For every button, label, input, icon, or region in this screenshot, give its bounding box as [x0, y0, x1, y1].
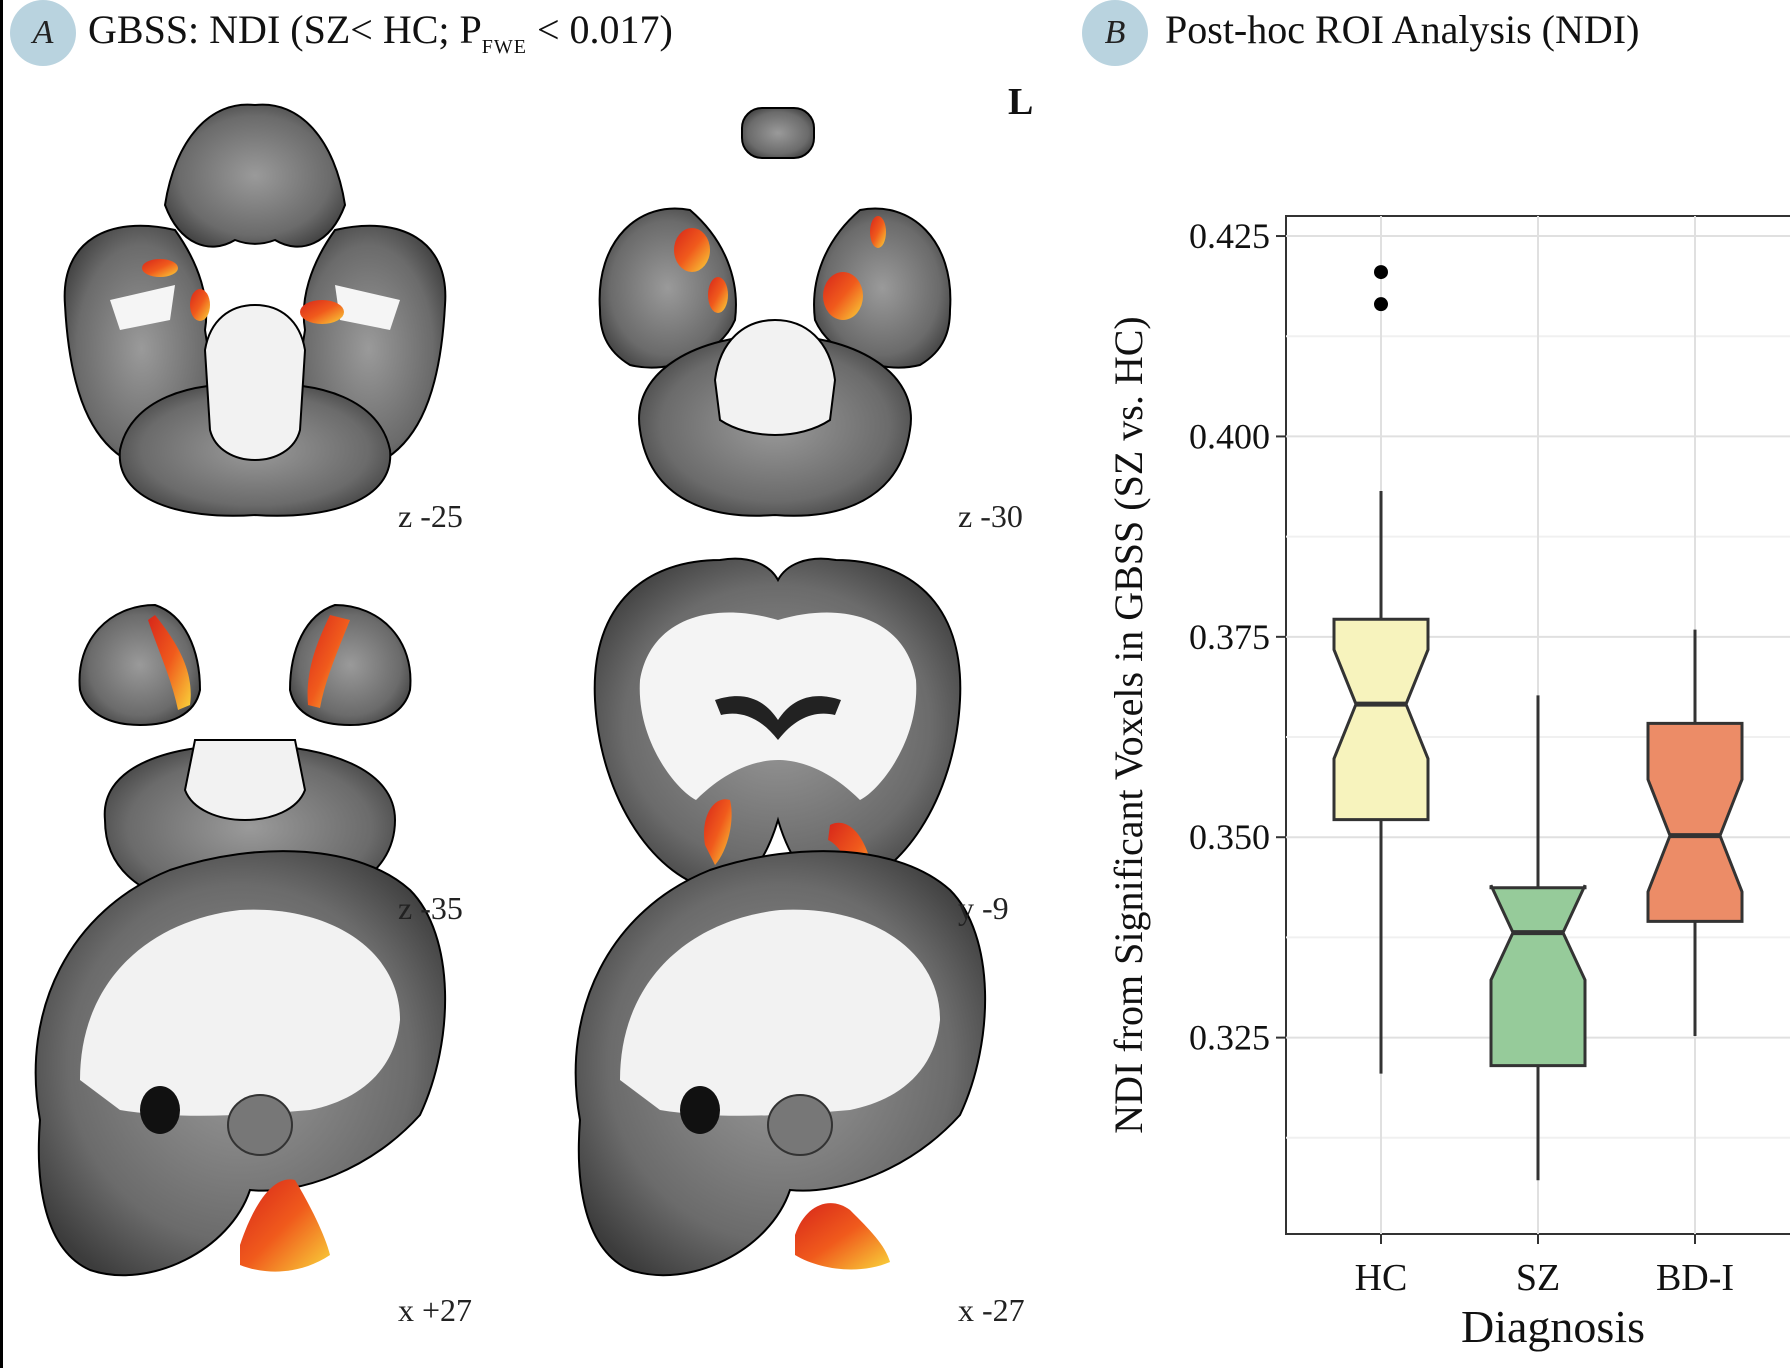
left-hemisphere-marker: L	[1008, 81, 1034, 123]
y-tick-label: 0.400	[1189, 416, 1270, 456]
figure-left-border	[0, 0, 3, 1368]
outlier-point	[1374, 265, 1388, 280]
slice-label-2: z -30	[958, 498, 1023, 534]
y-tick-label: 0.375	[1189, 617, 1270, 657]
axial-slice-z-25	[63, 103, 447, 517]
axial-slice-z-30	[598, 107, 952, 517]
box-bd-i	[1646, 629, 1744, 1037]
slice-label-6: x -27	[958, 1292, 1025, 1328]
outlier-point	[1374, 297, 1388, 312]
y-tick-label: 0.425	[1189, 216, 1270, 256]
slice-label-3: z -35	[398, 890, 463, 926]
slice-label-1: z -25	[398, 498, 463, 534]
panel-a-badge: A	[10, 0, 76, 66]
x-tick-label: SZ	[1516, 1257, 1560, 1299]
box-body	[1489, 884, 1587, 1068]
panel-a-title: GBSS: NDI (SZ< HC; PFWE < 0.017)	[88, 7, 673, 58]
y-tick-label: 0.350	[1189, 817, 1270, 857]
panel-b-badge: B	[1082, 0, 1148, 66]
x-axis: HC SZ BD-I	[1355, 1234, 1734, 1299]
box-body	[1332, 617, 1430, 822]
sagittal-slice-x-27-right	[34, 850, 447, 1277]
x-tick-label: HC	[1355, 1257, 1408, 1299]
box-body	[1646, 721, 1744, 923]
slice-label-5: x +27	[398, 1292, 473, 1328]
box-sz	[1489, 695, 1587, 1181]
sagittal-slice-x-27-left	[574, 850, 987, 1277]
box-hc	[1332, 265, 1430, 1074]
x-tick-label: BD-I	[1656, 1257, 1734, 1299]
panel-b-title: Post-hoc ROI Analysis (NDI)	[1165, 7, 1640, 52]
x-axis-label: Diagnosis	[1461, 1301, 1645, 1352]
coronal-slice-y-9	[593, 557, 962, 892]
brain-slices	[34, 103, 987, 1277]
y-axis-label: NDI from Significant Voxels in GBSS (SZ …	[1106, 316, 1151, 1133]
y-axis: 0.325 0.350 0.375 0.400 0.425	[1189, 216, 1286, 1058]
y-tick-label: 0.325	[1189, 1018, 1270, 1058]
slice-label-4: y -9	[958, 890, 1009, 926]
chart-boxes	[1332, 265, 1744, 1181]
